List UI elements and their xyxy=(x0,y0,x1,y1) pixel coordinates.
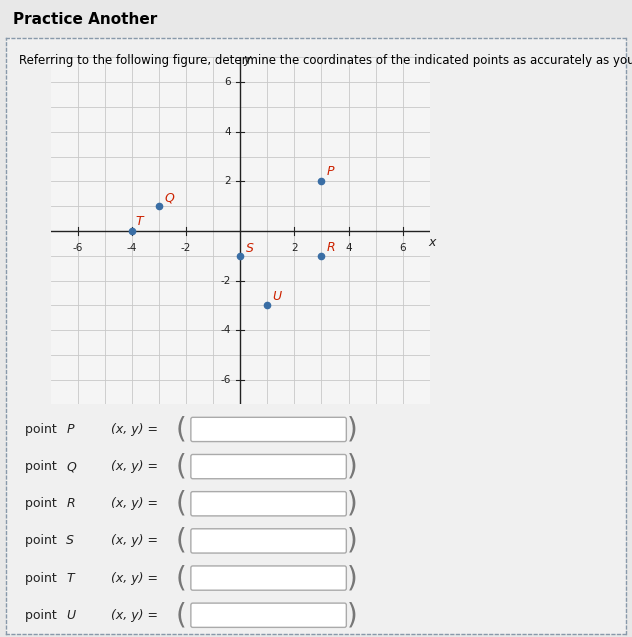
Text: -2: -2 xyxy=(181,243,191,254)
Text: ): ) xyxy=(346,564,358,592)
Text: (: ( xyxy=(176,527,187,555)
Text: Referring to the following figure, determine the coordinates of the indicated po: Referring to the following figure, deter… xyxy=(19,54,632,67)
Text: (x, y) =: (x, y) = xyxy=(111,497,157,510)
Text: 2: 2 xyxy=(224,176,231,186)
Text: P: P xyxy=(66,423,74,436)
Text: point: point xyxy=(25,571,61,585)
Text: Q: Q xyxy=(66,460,76,473)
Text: point: point xyxy=(25,460,61,473)
Text: point: point xyxy=(25,534,61,547)
Text: (: ( xyxy=(176,601,187,629)
Text: (x, y) =: (x, y) = xyxy=(111,460,157,473)
Text: ): ) xyxy=(346,527,358,555)
Text: (: ( xyxy=(176,490,187,518)
Text: -4: -4 xyxy=(221,325,231,335)
Text: S: S xyxy=(246,242,253,255)
Text: (: ( xyxy=(176,453,187,480)
Text: ): ) xyxy=(346,415,358,443)
Text: (x, y) =: (x, y) = xyxy=(111,609,157,622)
Text: ): ) xyxy=(346,490,358,518)
Text: R: R xyxy=(327,241,336,254)
Text: (: ( xyxy=(176,415,187,443)
Text: R: R xyxy=(66,497,75,510)
Text: -2: -2 xyxy=(221,276,231,285)
Text: S: S xyxy=(66,534,74,547)
Text: U: U xyxy=(272,290,282,303)
Text: x: x xyxy=(428,236,436,248)
Text: T: T xyxy=(66,571,74,585)
Text: y: y xyxy=(243,54,251,66)
Text: point: point xyxy=(25,423,61,436)
Text: -6: -6 xyxy=(73,243,83,254)
Text: 4: 4 xyxy=(345,243,352,254)
Text: (: ( xyxy=(176,564,187,592)
Text: ): ) xyxy=(346,453,358,480)
Text: -6: -6 xyxy=(221,375,231,385)
Text: Practice Another: Practice Another xyxy=(13,11,157,27)
Text: Q: Q xyxy=(164,191,174,204)
Text: (x, y) =: (x, y) = xyxy=(111,571,157,585)
Text: P: P xyxy=(327,165,334,178)
Text: point: point xyxy=(25,609,61,622)
Text: 6: 6 xyxy=(399,243,406,254)
Text: U: U xyxy=(66,609,75,622)
Text: point: point xyxy=(25,497,61,510)
Text: -4: -4 xyxy=(126,243,137,254)
Text: 4: 4 xyxy=(224,127,231,137)
Text: T: T xyxy=(136,215,143,227)
Text: ): ) xyxy=(346,601,358,629)
Text: 2: 2 xyxy=(291,243,298,254)
Text: (x, y) =: (x, y) = xyxy=(111,423,157,436)
Text: 6: 6 xyxy=(224,77,231,87)
Text: (x, y) =: (x, y) = xyxy=(111,534,157,547)
